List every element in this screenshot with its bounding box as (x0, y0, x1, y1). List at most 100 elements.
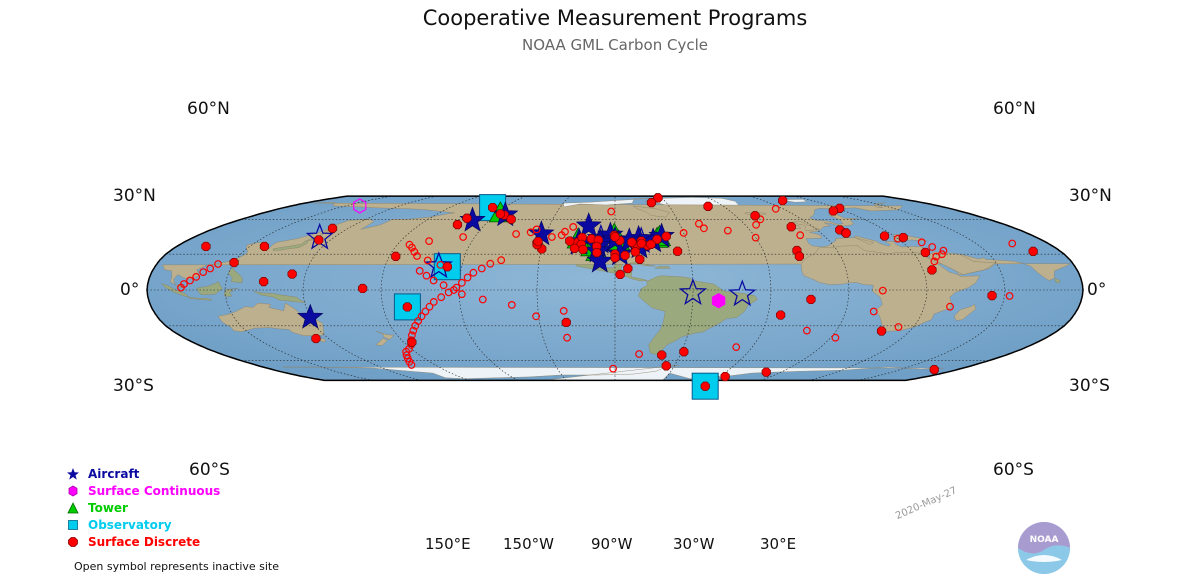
surface-discrete-marker (565, 236, 575, 246)
surface-discrete-marker (920, 247, 930, 258)
meridian-line (380, 196, 479, 381)
surface-discrete-marker-inactive (402, 351, 411, 360)
surface-discrete-marker-inactive (559, 307, 568, 315)
surface-discrete-marker (672, 246, 683, 256)
surface-discrete-marker (615, 269, 625, 280)
map-border (146, 195, 1084, 382)
surface-discrete-marker-inactive (752, 220, 760, 229)
logo-text: NOAA (1030, 535, 1059, 545)
aircraft-marker-inactive (728, 279, 757, 307)
aircraft-marker (586, 247, 614, 273)
surface-discrete-marker (750, 211, 760, 221)
surface-discrete-marker-inactive (878, 286, 887, 295)
surface-discrete-marker (776, 310, 786, 320)
land-novaya-zemlya (873, 202, 886, 208)
land-java (187, 296, 213, 301)
lat-label-60n-left: 60°N (187, 99, 230, 119)
surface-discrete-marker-inactive (695, 219, 703, 228)
land-philippines (228, 267, 243, 284)
surface-discrete-marker (506, 214, 516, 224)
lon-label-30w: 30°W (673, 535, 715, 553)
surface-discrete-marker (794, 251, 804, 261)
surface-discrete-marker-inactive (507, 301, 516, 309)
land-australia (217, 302, 325, 337)
surface-discrete-marker-inactive (177, 283, 185, 292)
surface-discrete-marker-inactive (803, 326, 811, 335)
surface-discrete-marker (828, 206, 838, 216)
surface-discrete-marker-inactive (532, 312, 540, 321)
surface-continuous-marker (711, 293, 726, 309)
lat-label-0-right: 0° (1087, 280, 1107, 300)
lon-label-90w: 90°W (591, 535, 633, 553)
legend-label: Aircraft (88, 467, 140, 481)
surface-discrete-marker-inactive (532, 225, 541, 234)
surface-discrete-marker (495, 209, 506, 219)
surface-discrete-marker (806, 294, 816, 305)
surface-discrete-marker-inactive (1005, 292, 1014, 300)
lon-label-30e: 30°E (760, 535, 797, 553)
surface-discrete-marker-inactive (609, 364, 617, 373)
meridian-line (751, 196, 850, 381)
aircraft-marker (297, 303, 324, 329)
meridian-line (302, 196, 434, 381)
surface-discrete-marker (402, 302, 412, 312)
legend-label: Surface Discrete (88, 535, 201, 549)
surface-discrete-marker-inactive (457, 290, 466, 299)
surface-discrete-marker (623, 263, 633, 274)
lat-label-30s-right: 30°S (1069, 376, 1110, 396)
surface-discrete-marker (442, 262, 452, 272)
hexagon-icon (68, 485, 78, 497)
surface-discrete-marker-inactive (1008, 239, 1017, 248)
surface-discrete-marker (259, 277, 269, 287)
legend-label: Tower (88, 501, 128, 515)
surface-discrete-marker (627, 237, 637, 247)
aircraft-marker-inactive (424, 251, 453, 279)
surface-discrete-marker-inactive (410, 247, 419, 256)
surface-discrete-marker-inactive (429, 298, 438, 306)
surface-discrete-marker-inactive (932, 252, 941, 261)
aircraft-marker (575, 212, 602, 238)
surface-discrete-marker (462, 213, 472, 223)
aircraft-marker (606, 240, 634, 266)
meridian-line (796, 196, 928, 381)
lat-label-60s-right: 60°S (993, 460, 1034, 480)
surface-discrete-marker-inactive (411, 321, 420, 330)
lat-label-30s-left: 30°S (113, 376, 154, 396)
surface-discrete-marker (841, 228, 851, 238)
surface-discrete-marker (761, 367, 771, 377)
surface-discrete-marker-inactive (214, 260, 222, 268)
surface-discrete-marker-inactive (405, 240, 414, 249)
surface-discrete-marker (391, 251, 401, 261)
surface-discrete-marker-inactive (186, 276, 194, 285)
surface-continuous-marker (353, 198, 367, 214)
surface-discrete-marker-inactive (459, 233, 468, 241)
lon-label-150e: 150°E (425, 535, 471, 553)
surface-discrete-marker-inactive (679, 228, 688, 237)
surface-discrete-marker-inactive (409, 326, 418, 335)
lat-label-30n-left: 30°N (113, 186, 156, 206)
surface-discrete-marker (287, 269, 297, 279)
aircraft-marker (648, 222, 675, 248)
surface-discrete-marker-inactive (732, 343, 741, 352)
surface-discrete-marker-inactive (421, 307, 430, 316)
surface-discrete-marker-inactive (429, 276, 438, 285)
star-icon (67, 468, 79, 480)
surface-discrete-marker (533, 236, 543, 247)
chart-subtitle: NOAA GML Carbon Cycle (522, 36, 708, 54)
surface-discrete-marker-inactive (192, 273, 201, 281)
surface-discrete-marker-inactive (557, 231, 566, 240)
surface-discrete-marker (703, 201, 713, 211)
surface-discrete-marker (786, 222, 796, 232)
surface-discrete-marker (569, 243, 580, 253)
land-borneo (196, 281, 223, 296)
surface-discrete-marker (314, 235, 324, 245)
surface-discrete-marker-inactive (928, 243, 937, 251)
surface-discrete-marker-inactive (199, 268, 208, 277)
legend-label: Observatory (88, 518, 172, 532)
surface-discrete-marker (561, 317, 571, 328)
lat-label-0-left: 0° (120, 280, 140, 300)
surface-discrete-marker (646, 198, 657, 208)
surface-discrete-marker-inactive (463, 273, 472, 282)
lat-label-30n-right: 30°N (1069, 186, 1112, 206)
